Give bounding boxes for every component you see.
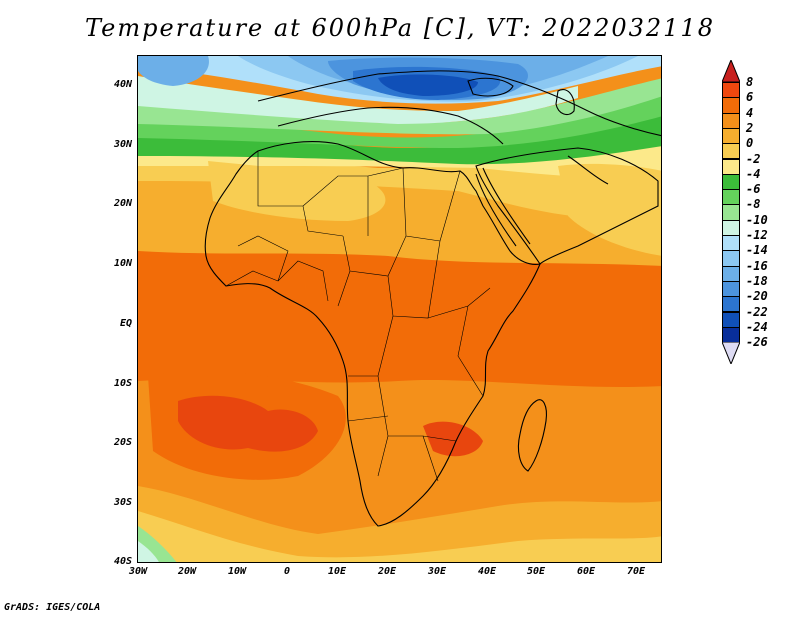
colorbar-swatch bbox=[722, 296, 740, 313]
chart-title: Temperature at 600hPa [C], VT: 202203211… bbox=[85, 14, 715, 42]
colorbar-label: -18 bbox=[746, 273, 768, 288]
lon-label-30e: 30E bbox=[427, 566, 447, 577]
colorbar-swatch bbox=[722, 250, 740, 267]
lon-label-70e: 70E bbox=[626, 566, 646, 577]
field-tropical-warm bbox=[138, 236, 661, 387]
africa-coastline bbox=[204, 140, 541, 527]
colorbar-label: 0 bbox=[746, 136, 754, 151]
field-north-blue-5 bbox=[378, 74, 478, 96]
field-south-atlantic-hot bbox=[178, 395, 318, 452]
colorbar-label: -6 bbox=[746, 182, 761, 197]
colorbar-label: -24 bbox=[746, 319, 768, 334]
grads-credit: GrADS: IGES/COLA bbox=[4, 602, 101, 613]
colorbar-swatch bbox=[722, 265, 740, 282]
lon-label-0: 0 bbox=[283, 566, 291, 577]
field-north-cooler bbox=[138, 126, 661, 178]
lat-label-20s: 20S bbox=[113, 437, 132, 448]
colorbar-swatch bbox=[722, 143, 740, 160]
colorbar-label: -4 bbox=[746, 166, 761, 181]
madagascar-coastline bbox=[517, 399, 547, 472]
lon-label-20e: 20E bbox=[377, 566, 397, 577]
lon-label-10w: 10W bbox=[227, 566, 247, 577]
lat-label-40s: 40S bbox=[113, 556, 132, 567]
colorbar-swatch bbox=[722, 189, 740, 206]
colorbar-swatch bbox=[722, 82, 740, 99]
field-sahara-cool bbox=[208, 161, 386, 221]
colorbar-label: 8 bbox=[746, 75, 754, 89]
persian-gulf bbox=[567, 155, 609, 185]
field-mozambique-hot bbox=[423, 421, 483, 457]
lat-label-10n: 10N bbox=[113, 258, 132, 269]
colorbar-swatch bbox=[722, 204, 740, 221]
field-southwest-cyan bbox=[138, 541, 159, 562]
colorbar-swatch bbox=[722, 235, 740, 252]
field-north-green-dark bbox=[138, 106, 661, 165]
country-borders bbox=[225, 151, 491, 482]
colorbar-label: -16 bbox=[746, 258, 768, 273]
colorbar-swatch bbox=[722, 158, 740, 175]
colorbar-label: -2 bbox=[746, 151, 761, 166]
europe-coastline bbox=[257, 70, 661, 137]
lat-label-10s: 10S bbox=[113, 378, 132, 389]
arabia-coastline bbox=[475, 147, 659, 265]
coastlines bbox=[204, 70, 661, 527]
temperature-field bbox=[138, 56, 661, 562]
colorbar-label: 4 bbox=[746, 105, 754, 120]
lon-label-10e: 10E bbox=[327, 566, 347, 577]
colorbar-swatch bbox=[722, 280, 740, 298]
field-north-green-light bbox=[138, 78, 661, 135]
colorbar-label: -22 bbox=[746, 304, 768, 319]
colorbar-swatch bbox=[722, 112, 740, 129]
field-arabia-cool bbox=[558, 163, 661, 256]
lat-label-30s: 30S bbox=[113, 497, 132, 508]
colorbar-swatch bbox=[722, 127, 740, 145]
lon-label-40e: 40E bbox=[477, 566, 497, 577]
black-caspian bbox=[467, 77, 575, 116]
colorbar-label: -20 bbox=[746, 289, 768, 304]
lat-label-eq: EQ bbox=[119, 318, 132, 329]
colorbar-label: -26 bbox=[746, 335, 768, 350]
colorbar-swatch bbox=[722, 97, 740, 114]
colorbar-swatch bbox=[722, 173, 740, 191]
colorbar-label: -14 bbox=[746, 243, 768, 258]
colorbar-label: 2 bbox=[746, 120, 754, 135]
colorbar-under-triangle bbox=[722, 342, 740, 365]
lon-label-60e: 60E bbox=[576, 566, 596, 577]
lon-label-30w: 30W bbox=[128, 566, 148, 577]
field-north-green bbox=[138, 91, 661, 148]
field-northwest-blue bbox=[138, 56, 209, 86]
map-plot-area bbox=[137, 55, 662, 563]
colorbar-label: -8 bbox=[746, 197, 761, 212]
colorbar-label: 6 bbox=[746, 90, 754, 105]
lat-label-20n: 20N bbox=[113, 198, 132, 209]
colorbar-label: -12 bbox=[746, 228, 768, 242]
red-sea bbox=[475, 167, 531, 247]
mediterranean-north bbox=[277, 106, 504, 145]
lat-label-40n: 40N bbox=[113, 79, 132, 90]
colorbar-swatch bbox=[722, 311, 740, 328]
colorbar-swatch bbox=[722, 326, 740, 344]
lon-label-20w: 20W bbox=[177, 566, 197, 577]
colorbar-over-triangle bbox=[722, 60, 740, 82]
colorbar-swatch bbox=[722, 219, 740, 236]
field-southern-cool bbox=[138, 511, 661, 562]
lat-label-30n: 30N bbox=[113, 139, 132, 150]
lon-label-50e: 50E bbox=[526, 566, 546, 577]
colorbar-label: -10 bbox=[746, 212, 768, 227]
field-north-cyan bbox=[138, 76, 578, 124]
